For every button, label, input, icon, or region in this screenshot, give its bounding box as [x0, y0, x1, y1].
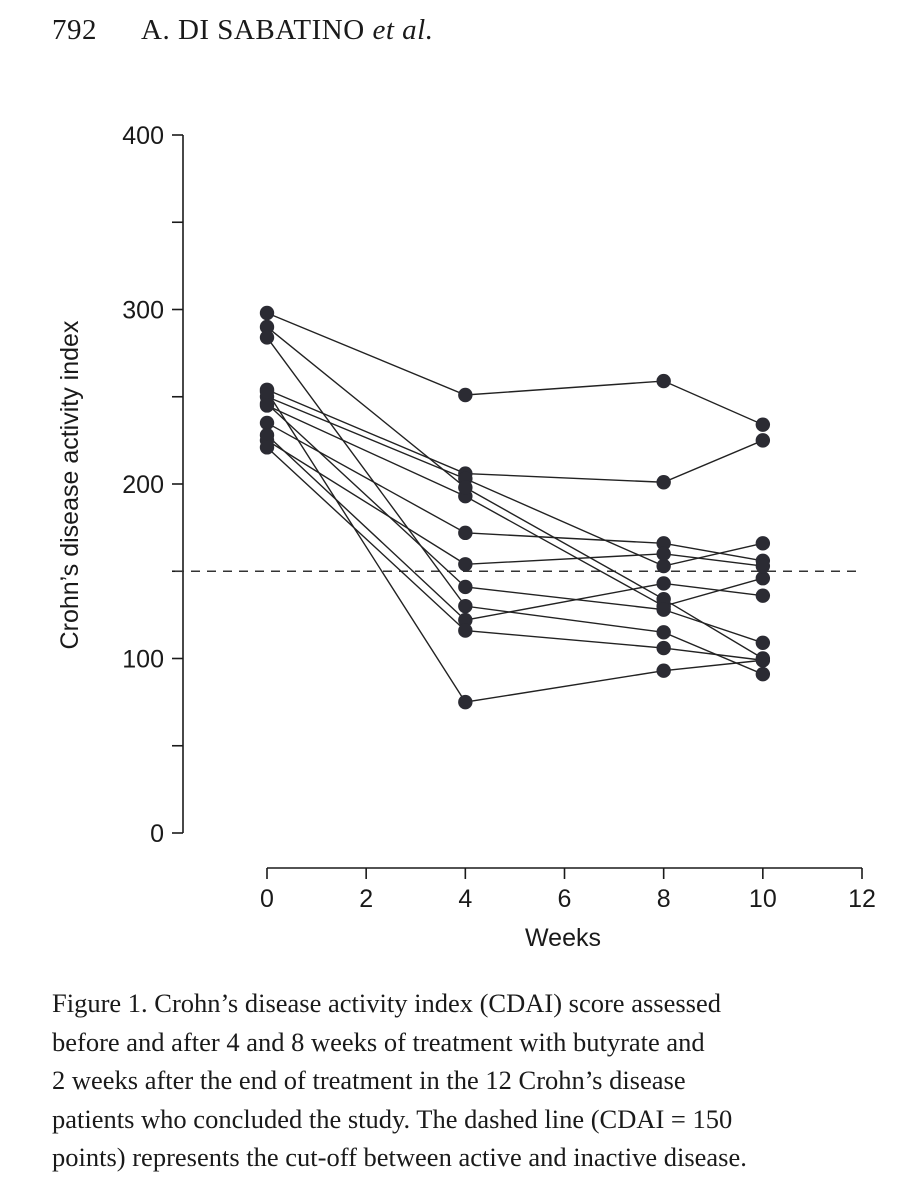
data-point	[458, 623, 473, 638]
axes: 0 100 200 300 400 0 2 4 6 8 10 12	[122, 122, 876, 913]
series-lines	[266, 312, 764, 703]
data-point	[656, 475, 671, 490]
caption-line: patients who concluded the study. The da…	[52, 1103, 733, 1134]
patient-line-6	[266, 337, 764, 675]
data-point	[656, 591, 671, 607]
data-point	[458, 612, 473, 628]
caption-line: Figure 1. Crohn’s disease activity index…	[52, 988, 721, 1018]
et-al: et al.	[372, 14, 434, 46]
patient-line-1	[266, 312, 764, 426]
author-names: A. DI SABATINO	[141, 14, 365, 46]
data-point	[755, 653, 771, 668]
data-point	[259, 305, 275, 321]
data-point	[755, 588, 771, 603]
data-point	[458, 579, 473, 595]
running-header: 792 A. DI SABATINO et al.	[52, 14, 433, 47]
data-point	[656, 546, 671, 561]
patient-line-7	[266, 422, 763, 562]
caption-line: 2 weeks after the end of treatment in th…	[52, 1065, 686, 1095]
data-point	[755, 635, 771, 650]
patient-line-12	[266, 391, 763, 703]
series-points	[259, 305, 771, 710]
x-tick-label: 2	[359, 885, 373, 913]
data-point	[458, 694, 473, 710]
data-point	[259, 440, 275, 455]
data-point	[755, 558, 771, 574]
x-axis-label: Weeks	[525, 924, 601, 952]
data-point	[656, 576, 671, 591]
figure-caption: Figure 1. Crohn’s disease activity index…	[52, 984, 882, 1177]
patient-line-5	[266, 326, 764, 660]
y-axis-label: Crohn’s disease activity index	[56, 320, 84, 649]
y-tick-label: 300	[122, 297, 164, 325]
x-tick-label: 10	[749, 885, 777, 913]
data-point	[755, 417, 771, 432]
x-tick-label: 6	[558, 885, 572, 913]
data-point	[458, 387, 473, 403]
data-point	[259, 396, 275, 411]
x-tick-label: 0	[260, 885, 274, 913]
data-point	[259, 319, 275, 335]
data-point	[656, 558, 671, 574]
patient-line-2	[266, 389, 764, 483]
data-point	[458, 598, 473, 614]
y-tick-label: 400	[122, 122, 164, 150]
page-number: 792	[52, 14, 97, 46]
data-point	[458, 557, 473, 572]
patient-line-11	[266, 446, 763, 661]
x-tick-label: 12	[848, 885, 876, 913]
data-point	[656, 373, 671, 389]
y-tick-label: 100	[122, 646, 164, 674]
patient-line-9	[266, 403, 764, 644]
x-tick-label: 4	[458, 885, 472, 913]
y-tick-label: 200	[122, 471, 164, 499]
data-point	[755, 433, 771, 448]
data-point	[656, 602, 671, 617]
data-point	[755, 571, 771, 586]
data-point	[656, 625, 671, 640]
patient-line-8	[266, 439, 763, 567]
data-point	[755, 536, 771, 551]
data-point	[458, 525, 473, 541]
data-point	[458, 480, 473, 495]
data-point	[755, 667, 771, 682]
patient-line-4	[266, 404, 764, 607]
data-point	[259, 330, 275, 345]
data-point	[656, 640, 671, 656]
data-point	[259, 384, 275, 399]
caption-line: points) represents the cut-off between a…	[52, 1142, 747, 1172]
data-point	[656, 663, 671, 678]
patient-line-3	[266, 396, 763, 567]
y-tick-label: 0	[150, 820, 164, 848]
cdai-line-chart: 0 100 200 300 400 0 2 4 6 8 10 12 Weeks Crohn’s dis…	[56, 122, 876, 952]
caption-line: before and after 4 and 8 weeks of treatm…	[52, 1026, 705, 1057]
data-point	[656, 536, 671, 551]
data-point	[259, 415, 275, 431]
patient-line-10	[266, 434, 763, 621]
data-point	[259, 427, 275, 443]
x-tick-label: 8	[657, 885, 671, 913]
